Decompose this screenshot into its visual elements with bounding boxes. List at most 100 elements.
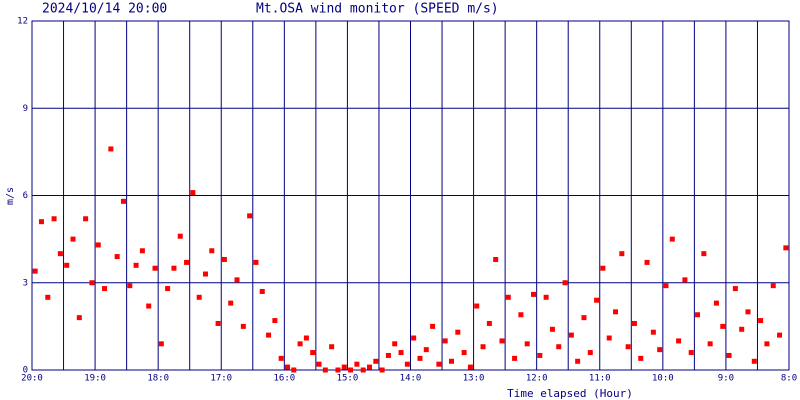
point: [215, 320, 221, 326]
point: [278, 355, 284, 361]
point: [316, 361, 322, 367]
point: [228, 300, 234, 306]
point: [184, 259, 190, 265]
point: [190, 190, 196, 196]
point: [240, 323, 246, 329]
point: [638, 355, 644, 361]
point: [688, 350, 694, 356]
point: [682, 277, 688, 283]
point: [310, 350, 316, 356]
point: [120, 198, 126, 204]
x-tick-label: 18:0: [147, 374, 169, 384]
point: [701, 251, 707, 257]
point: [303, 335, 309, 341]
point: [713, 300, 719, 306]
point: [650, 329, 656, 335]
point: [758, 318, 764, 324]
point: [556, 344, 562, 350]
point: [348, 367, 354, 373]
point: [663, 283, 669, 289]
point: [379, 367, 385, 373]
point: [392, 341, 398, 347]
point: [777, 332, 783, 338]
point: [221, 256, 227, 262]
point: [32, 268, 38, 274]
y-axis-label: m/s: [5, 187, 16, 205]
point: [619, 251, 625, 257]
point: [272, 318, 278, 324]
point: [108, 146, 114, 152]
chart-title: Mt.OSA wind monitor (SPEED m/s): [256, 2, 499, 17]
point: [89, 280, 95, 286]
point: [575, 358, 581, 364]
point: [127, 283, 133, 289]
point: [411, 335, 417, 341]
point: [284, 364, 290, 370]
point: [455, 329, 461, 335]
point: [751, 358, 757, 364]
point: [594, 297, 600, 303]
x-tick-label: 12:0: [526, 374, 548, 384]
point: [51, 216, 57, 222]
point: [83, 216, 89, 222]
x-tick-label: 20:0: [21, 374, 43, 384]
point: [695, 312, 701, 318]
point: [524, 341, 530, 347]
x-tick-label: 8:0: [781, 374, 797, 384]
x-tick-label: 14:0: [400, 374, 422, 384]
point: [335, 367, 341, 373]
point: [291, 367, 297, 373]
point: [430, 323, 436, 329]
point: [417, 355, 423, 361]
point: [266, 332, 272, 338]
point: [480, 344, 486, 350]
x-tick-label: 9:0: [718, 374, 734, 384]
point: [581, 315, 587, 321]
x-tick-label: 19:0: [84, 374, 106, 384]
point: [247, 213, 253, 219]
point: [549, 326, 555, 332]
point: [102, 286, 108, 292]
point: [512, 355, 518, 361]
point: [354, 361, 360, 367]
point: [234, 277, 240, 283]
point: [631, 320, 637, 326]
point: [625, 344, 631, 350]
point: [436, 361, 442, 367]
point: [449, 358, 455, 364]
point: [493, 256, 499, 262]
point: [461, 350, 467, 356]
point: [568, 332, 574, 338]
point: [146, 303, 152, 309]
point: [177, 233, 183, 239]
point: [64, 262, 70, 268]
point: [95, 242, 101, 248]
point: [518, 312, 524, 318]
point: [45, 294, 51, 300]
point: [531, 291, 537, 297]
point: [165, 286, 171, 292]
point: [587, 350, 593, 356]
point: [770, 283, 776, 289]
point: [38, 219, 44, 225]
x-tick-label: 15:0: [337, 374, 359, 384]
x-tick-label: 10:0: [652, 374, 674, 384]
point: [259, 288, 265, 294]
y-tick-label: 12: [17, 17, 28, 27]
point: [158, 341, 164, 347]
point: [114, 254, 120, 260]
point: [505, 294, 511, 300]
point: [329, 344, 335, 350]
point: [745, 309, 751, 315]
point: [707, 341, 713, 347]
point: [562, 280, 568, 286]
point: [398, 350, 404, 356]
point: [726, 352, 732, 358]
point: [442, 338, 448, 344]
point: [657, 347, 663, 353]
point: [613, 309, 619, 315]
point: [474, 303, 480, 309]
point: [70, 236, 76, 242]
point: [253, 259, 259, 265]
point: [57, 251, 63, 257]
